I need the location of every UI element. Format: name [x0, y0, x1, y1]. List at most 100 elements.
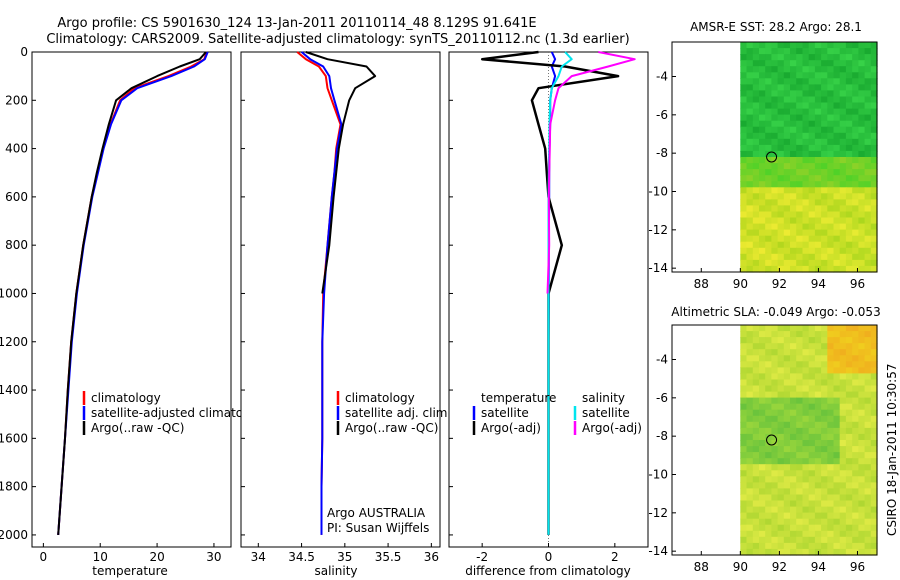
heatmap-cell [858, 72, 866, 79]
heatmap-cell [802, 235, 810, 243]
heatmap-cell [870, 96, 878, 104]
heatmap-cell [839, 157, 847, 164]
heatmap-cell [821, 138, 828, 146]
heatmap-cell [777, 126, 785, 134]
heatmap-cell [752, 403, 760, 411]
heatmap-cell [845, 157, 853, 164]
heatmap-cell [833, 361, 841, 368]
heatmap-cell [777, 409, 785, 417]
heatmap-cell [740, 433, 748, 441]
heatmap-cell [783, 482, 791, 490]
heatmap-cell [746, 379, 754, 387]
heatmap-cell [802, 102, 810, 110]
heatmap-cell [858, 548, 866, 556]
heatmap-cell [845, 361, 853, 368]
heatmap-cell [759, 409, 766, 417]
heatmap-cell [845, 102, 853, 110]
heatmap-cell [821, 48, 828, 55]
heatmap-cell [783, 54, 791, 61]
heatmap-cell [746, 157, 754, 164]
heatmap-cell [870, 524, 878, 532]
heatmap-cell [759, 518, 766, 526]
heatmap-cell [740, 379, 748, 387]
heatmap-cell [802, 548, 810, 556]
sla-heatmap [740, 325, 878, 556]
heatmap-cell [740, 464, 748, 471]
heatmap-cell [870, 331, 878, 338]
heatmap-cell [771, 343, 779, 350]
heatmap-cell [821, 512, 828, 520]
heatmap-cell [765, 464, 772, 471]
heatmap-cell [759, 181, 766, 188]
heatmap-cell [765, 66, 772, 73]
heatmap-cell [777, 96, 785, 104]
legend-label: Argo(..raw -QC) [345, 421, 438, 435]
heatmap-cell [839, 90, 847, 98]
heatmap-cell [827, 102, 835, 110]
heatmap-cell [870, 548, 878, 556]
heatmap-cell [839, 325, 847, 332]
heatmap-cell [845, 163, 853, 170]
heatmap-cell [765, 518, 772, 526]
heatmap-cell [845, 355, 853, 362]
legend-label: satellite [481, 406, 529, 420]
heatmap-cell [765, 452, 772, 459]
heatmap-cell [765, 90, 772, 98]
heatmap-cell [858, 66, 866, 73]
heatmap-cell [771, 199, 779, 207]
heatmap-cell [827, 409, 835, 417]
series-argo-raw-qc [305, 51, 377, 294]
heatmap-cell [864, 163, 872, 170]
heatmap-cell [821, 66, 828, 73]
heatmap-cell [864, 482, 872, 490]
heatmap-cell [845, 211, 853, 219]
heatmap-cell [864, 138, 872, 146]
depth-tick-label: 1000 [0, 286, 28, 300]
heatmap-cell [808, 397, 816, 405]
heatmap-cell [752, 96, 760, 104]
heatmap-cell [796, 349, 803, 356]
heatmap-cell [783, 415, 791, 423]
heatmap-cell [858, 241, 866, 249]
argo-position-marker [766, 151, 778, 163]
heatmap-cell [752, 241, 760, 249]
heatmap-cell [839, 169, 847, 176]
heatmap-cell [833, 409, 841, 417]
heatmap-cell [808, 391, 816, 399]
heatmap-cell [740, 72, 748, 79]
heatmap-cell [740, 211, 748, 219]
heatmap-cell [790, 114, 797, 122]
heatmap-cell [759, 84, 766, 92]
depth-tick-label: 600 [5, 190, 28, 204]
heatmap-cell [740, 181, 748, 188]
heatmap-cell [821, 548, 828, 556]
heatmap-cell [802, 373, 810, 381]
heatmap-cell [796, 54, 803, 61]
heatmap-cell [783, 530, 791, 538]
salinity-panel: 34 34.5 35 35.5 36 salinity climatology sate… [240, 51, 451, 578]
heatmap-cell [765, 440, 772, 447]
heatmap-cell [858, 415, 866, 423]
heatmap-cell [852, 126, 859, 134]
heatmap-cell [783, 181, 791, 188]
heatmap-cell [802, 42, 810, 49]
heatmap-cell [821, 241, 828, 249]
heatmap-cell [759, 211, 766, 219]
heatmap-cell [839, 367, 847, 375]
heatmap-cell [771, 66, 779, 73]
heatmap-cell [808, 48, 816, 55]
heatmap-cell [845, 482, 853, 490]
heatmap-cell [845, 349, 853, 356]
heatmap-cell [808, 163, 816, 170]
heatmap-cell [814, 512, 822, 520]
heatmap-cell [771, 90, 779, 98]
heatmap-cell [746, 90, 754, 98]
heatmap-cell [845, 90, 853, 98]
heatmap-cell [864, 355, 872, 362]
heatmap-cell [802, 126, 810, 134]
heatmap-cell [796, 506, 803, 514]
heatmap-cell [808, 524, 816, 532]
heatmap-cell [808, 427, 816, 435]
heatmap-cell [833, 397, 841, 405]
heatmap-cell [870, 169, 878, 176]
